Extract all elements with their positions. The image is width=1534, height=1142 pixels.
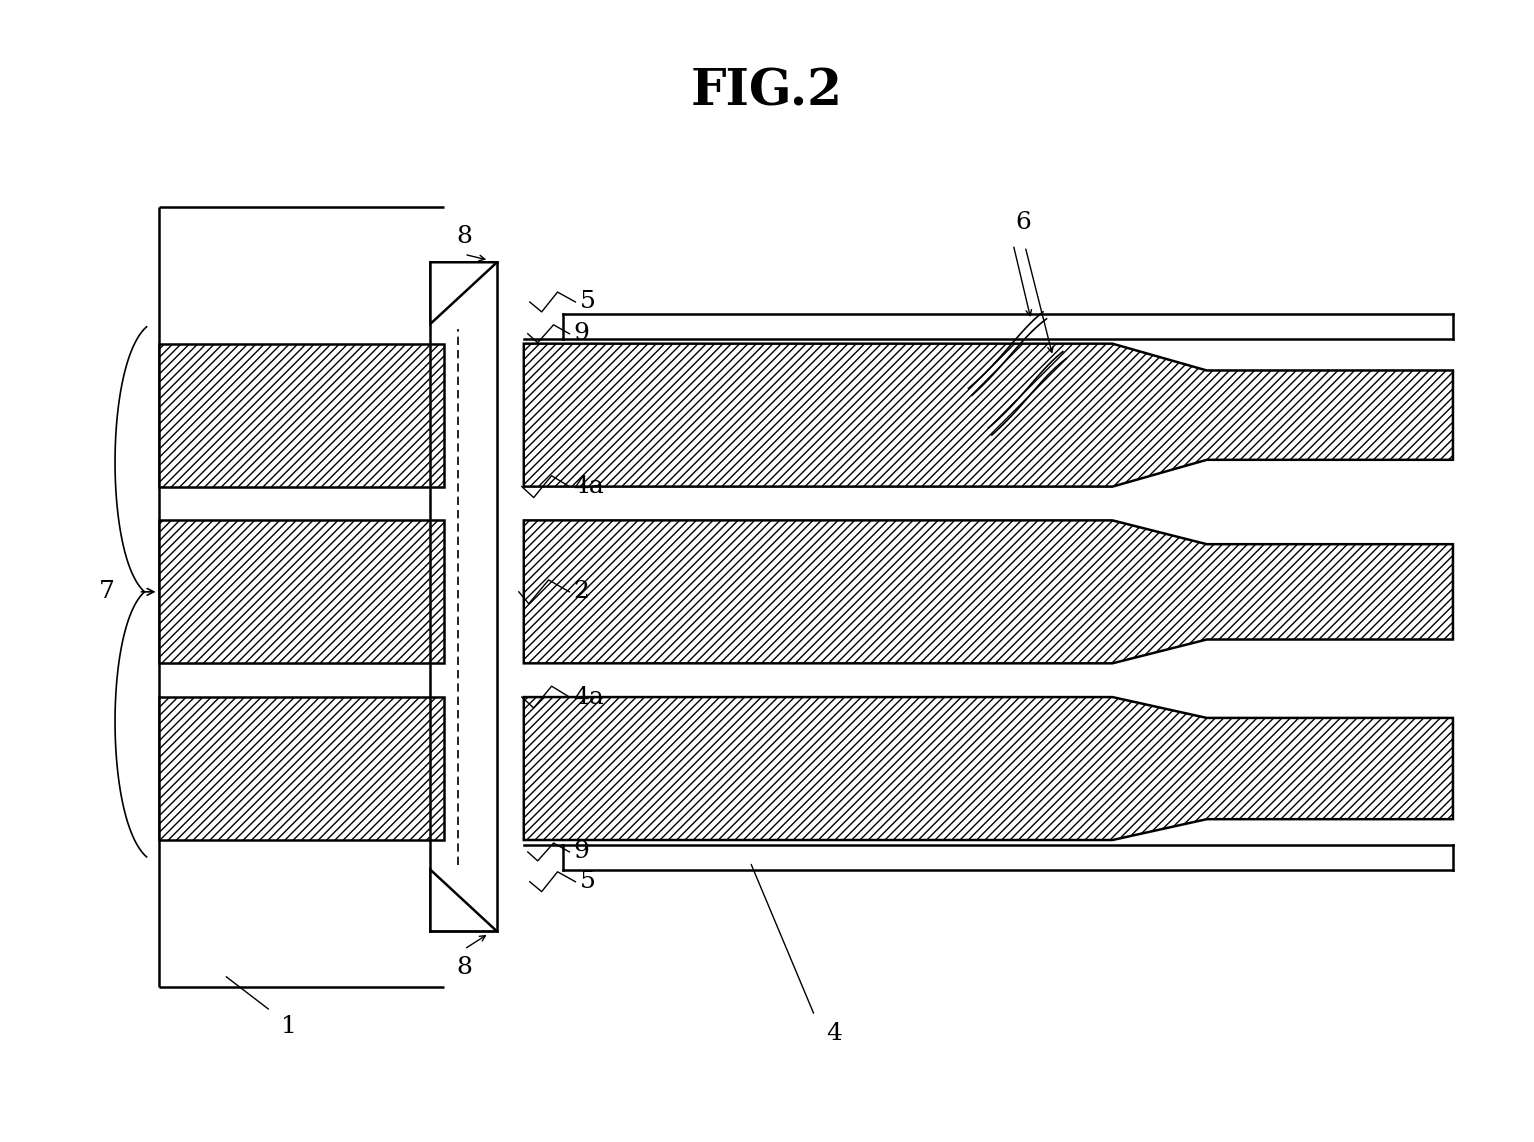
Text: 4a: 4a [574,475,604,498]
Text: 9: 9 [574,322,589,345]
Polygon shape [431,870,497,932]
Polygon shape [523,344,1453,486]
Polygon shape [431,263,497,324]
Text: 5: 5 [580,290,595,313]
Text: 2: 2 [574,580,589,603]
Bar [160,521,445,664]
Text: 4a: 4a [574,685,604,708]
Text: FIG.2: FIG.2 [690,67,844,116]
Polygon shape [523,521,1453,664]
Bar [160,344,445,486]
Text: 8: 8 [456,225,472,248]
Text: 4: 4 [827,1022,842,1045]
Polygon shape [523,697,1453,841]
Text: 1: 1 [281,1015,296,1038]
Text: 6: 6 [1016,211,1031,234]
Text: 8: 8 [456,956,472,979]
Text: 5: 5 [580,870,595,893]
Text: 9: 9 [574,841,589,863]
Text: 7: 7 [98,580,115,603]
Bar [160,697,445,841]
